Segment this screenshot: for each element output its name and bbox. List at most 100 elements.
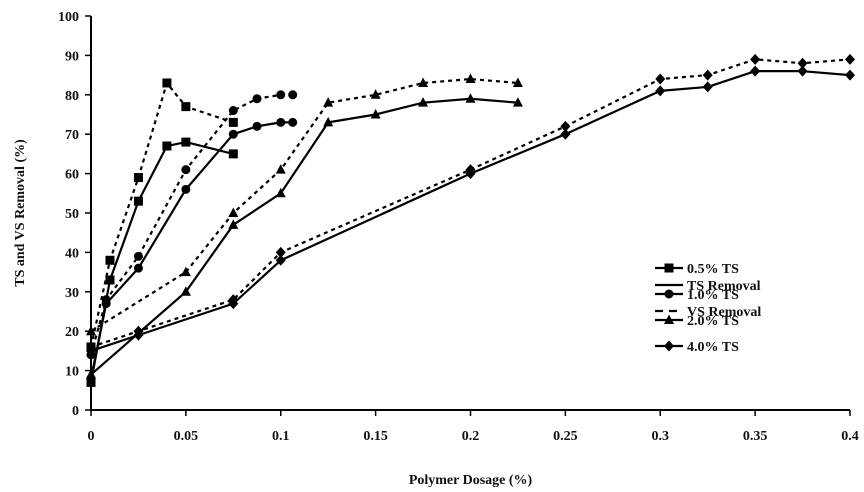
x-tick-label: 0.25 xyxy=(553,429,578,444)
legend-label: 2.0% TS xyxy=(687,314,739,329)
data-point xyxy=(702,69,713,81)
x-tick-label: 0.35 xyxy=(743,429,768,444)
legend-label: 0.5% TS xyxy=(687,262,739,277)
data-point xyxy=(323,116,334,127)
data-point xyxy=(465,73,476,84)
data-point xyxy=(512,97,523,107)
data-point xyxy=(750,53,761,65)
series-layer xyxy=(86,53,855,387)
series-line xyxy=(89,93,293,356)
data-point xyxy=(702,81,713,93)
data-point xyxy=(105,275,115,285)
x-tick-label: 0.05 xyxy=(174,429,199,444)
data-point xyxy=(86,369,96,379)
data-point xyxy=(845,69,855,81)
data-point xyxy=(750,65,761,77)
data-point xyxy=(133,325,144,337)
y-tick-label: 70 xyxy=(65,128,79,143)
data-point xyxy=(655,73,666,85)
data-point xyxy=(180,266,191,277)
legend: TS Removal VS Removal 0.5% TS 1.0% TS 2.0% T… xyxy=(655,262,761,355)
data-point xyxy=(181,137,191,147)
series-line xyxy=(89,81,234,348)
data-point xyxy=(252,94,262,104)
data-point xyxy=(181,165,191,175)
data-point xyxy=(276,117,286,127)
legend-circle-icon xyxy=(664,289,674,299)
data-point xyxy=(275,246,286,258)
legend-diamond-icon xyxy=(664,340,674,352)
y-tick-label: 80 xyxy=(65,89,79,104)
data-point xyxy=(370,109,381,119)
data-point xyxy=(797,57,808,69)
data-point xyxy=(133,263,143,273)
series-triangle-ts xyxy=(86,93,523,379)
data-point xyxy=(275,164,286,174)
series-line xyxy=(90,77,519,333)
data-point xyxy=(797,65,808,77)
data-point xyxy=(512,77,523,87)
data-point xyxy=(162,78,172,88)
y-tick-label: 60 xyxy=(65,168,79,183)
data-point xyxy=(276,90,286,100)
data-point xyxy=(323,97,334,107)
data-point xyxy=(275,187,286,198)
y-axis-title: TS and VS Removal (%) xyxy=(13,139,28,287)
data-point xyxy=(101,295,111,305)
y-tick-label: 40 xyxy=(65,246,79,261)
data-point xyxy=(288,90,298,100)
data-point xyxy=(288,117,298,127)
data-point xyxy=(370,89,381,99)
y-tick-label: 20 xyxy=(65,325,79,340)
data-point xyxy=(228,149,238,159)
legend-label: VS Removal xyxy=(687,305,761,320)
data-point xyxy=(560,120,571,132)
legend-label: 4.0% TS xyxy=(687,340,739,355)
y-tick-label: 100 xyxy=(58,10,79,25)
data-point xyxy=(275,254,286,266)
data-point xyxy=(418,77,429,87)
legend-label: 1.0% TS xyxy=(687,288,739,303)
y-tick-label: 50 xyxy=(65,207,79,222)
x-tick-label: 0 xyxy=(88,429,95,444)
legend-label: TS Removal xyxy=(687,279,761,294)
x-tick-label: 0.1 xyxy=(272,429,290,444)
x-tick-label: 0.15 xyxy=(363,429,388,444)
x-axis-title: Polymer Dosage (%) xyxy=(409,473,533,488)
axes: 0 10 20 30 40 50 60 70 80 90 100 0 0.05 0.1 0.15 0.2 0.2… xyxy=(58,10,859,444)
x-tick-label: 0.4 xyxy=(841,429,859,444)
data-point xyxy=(465,93,476,103)
x-tick-label: 0.2 xyxy=(462,429,480,444)
data-point xyxy=(105,255,115,265)
y-tick-label: 0 xyxy=(72,404,79,419)
y-tick-label: 90 xyxy=(65,49,79,64)
data-point xyxy=(181,184,191,194)
data-point xyxy=(228,129,238,139)
series-circle-vs xyxy=(86,90,298,360)
y-tick-label: 30 xyxy=(65,286,79,301)
data-point xyxy=(228,207,239,217)
data-point xyxy=(181,102,191,112)
data-point xyxy=(133,196,143,206)
data-point xyxy=(228,294,239,306)
data-point xyxy=(845,53,855,65)
series-circle-ts xyxy=(86,117,298,383)
data-point xyxy=(465,164,476,176)
data-point xyxy=(228,117,238,127)
data-point xyxy=(252,121,262,131)
legend-square-icon xyxy=(664,263,674,273)
series-diamond-vs xyxy=(86,53,855,353)
data-point xyxy=(418,97,429,107)
series-triangle-vs xyxy=(86,73,523,336)
data-point xyxy=(228,219,239,229)
data-point xyxy=(133,173,143,183)
data-point xyxy=(180,286,191,296)
data-point xyxy=(133,251,143,261)
x-tick-label: 0.3 xyxy=(652,429,670,444)
data-point xyxy=(86,325,96,336)
data-point xyxy=(162,141,172,151)
data-point xyxy=(560,128,571,140)
y-tick-label: 10 xyxy=(65,365,79,380)
